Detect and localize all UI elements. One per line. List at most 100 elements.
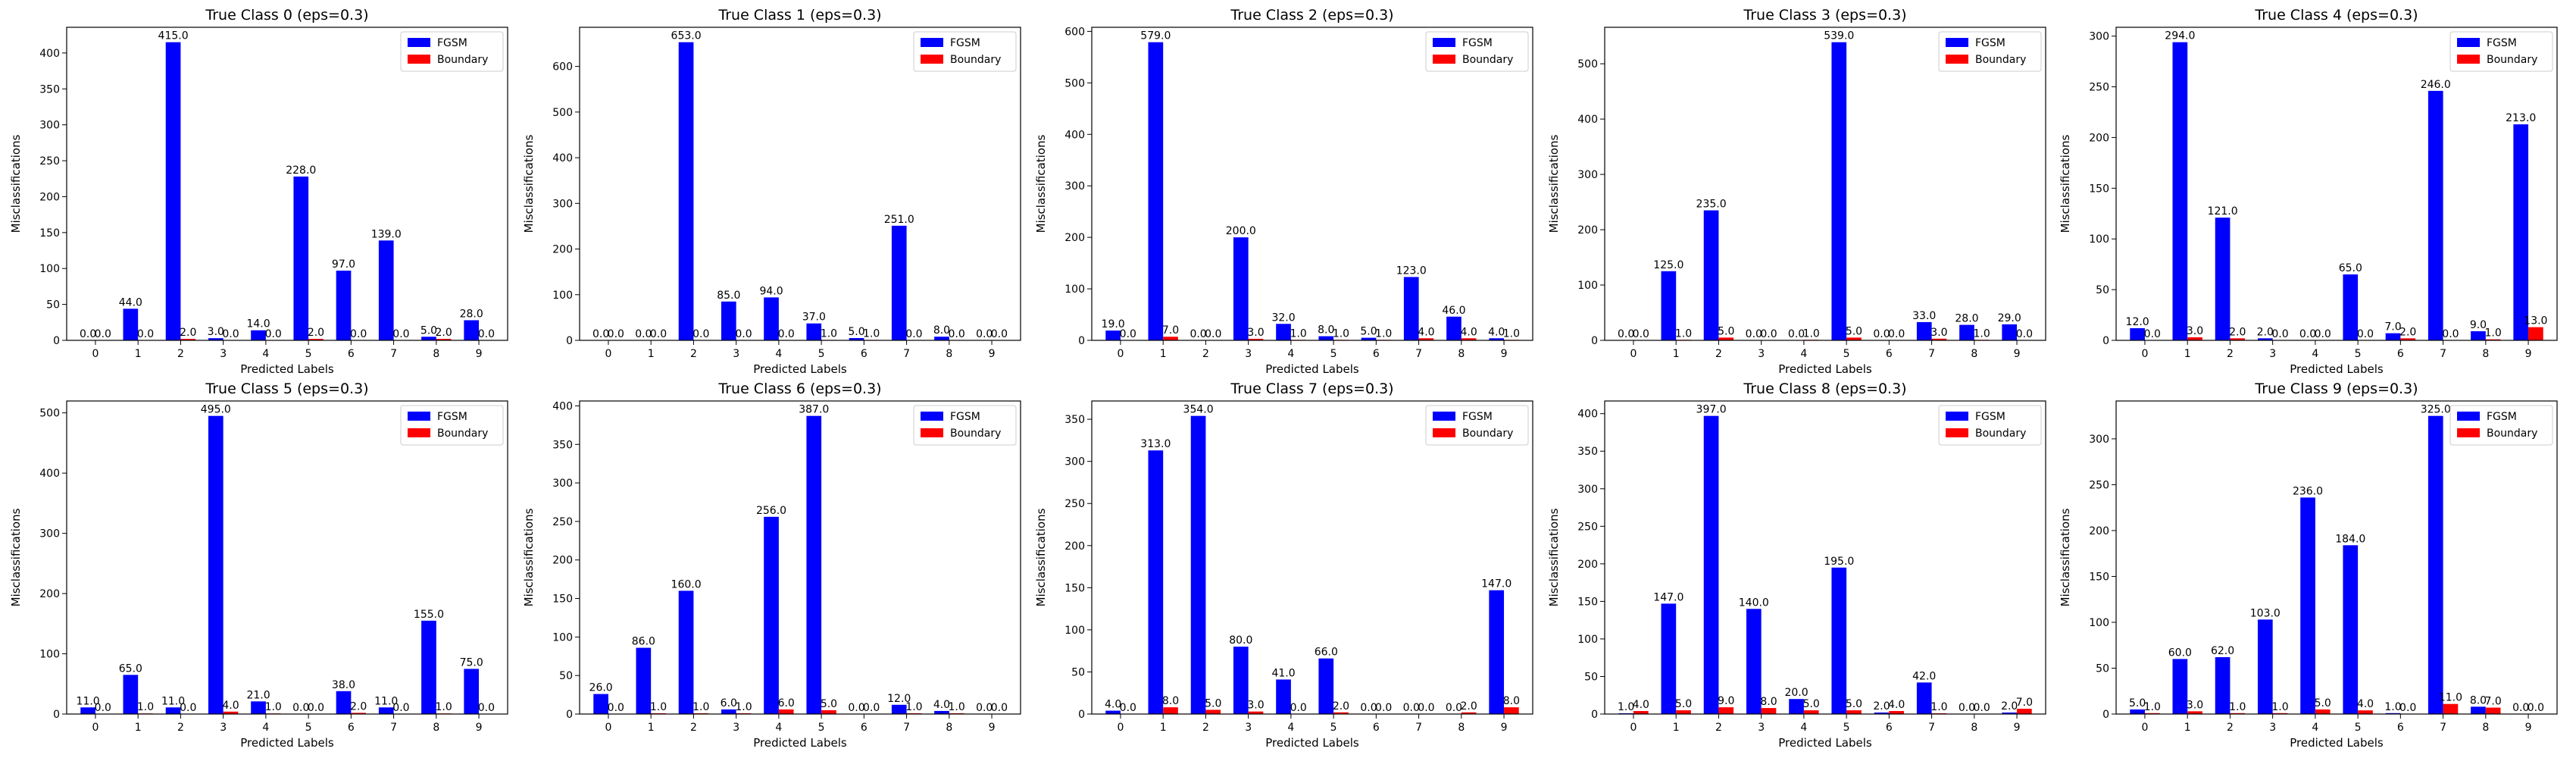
- y-tick-label: 500: [1064, 77, 1085, 89]
- value-label-fgsm-9: 147.0: [1481, 578, 1512, 590]
- value-label-boundary-5: 5.0: [821, 698, 837, 710]
- bar-fgsm-7: [891, 225, 907, 340]
- value-label-fgsm-1: 147.0: [1653, 591, 1683, 603]
- plot-area: [1605, 401, 2046, 714]
- value-label-fgsm-7: 251.0: [884, 214, 914, 226]
- value-label-boundary-1: 7.0: [1162, 324, 1179, 337]
- x-tick-label: 5: [2355, 348, 2362, 360]
- axes-frame: [66, 400, 508, 715]
- value-label-fgsm-9: 0.0: [976, 328, 993, 340]
- bar-boundary-7: [1418, 338, 1434, 340]
- y-tick-label: 400: [1577, 409, 1598, 421]
- value-label-boundary-7: 3.0: [1930, 327, 1947, 339]
- bar-boundary-0: [1633, 711, 1649, 714]
- value-label-boundary-5: 5.0: [1846, 325, 1862, 337]
- x-tick-label: 4: [2312, 722, 2318, 734]
- y-tick-label: 400: [1064, 129, 1085, 141]
- value-label-boundary-4: 5.0: [2315, 697, 2331, 709]
- value-label-fgsm-1: 579.0: [1140, 30, 1171, 42]
- bar-fgsm-0: [80, 707, 95, 714]
- value-label-boundary-5: 4.0: [2357, 698, 2374, 710]
- x-tick-label: 0: [605, 722, 611, 734]
- value-label-fgsm-6: 0.0: [1873, 328, 1890, 340]
- x-tick-label: 0: [2141, 348, 2148, 360]
- value-label-fgsm-5: 65.0: [2339, 262, 2362, 274]
- x-tick-label: 0: [1630, 348, 1637, 360]
- bar-boundary-3: [1761, 708, 1777, 714]
- value-label-boundary-8: 1.0: [2485, 327, 2502, 340]
- value-label-boundary-2: 1.0: [692, 701, 709, 713]
- bar-fgsm-8: [421, 620, 436, 714]
- legend-label-boundary: Boundary: [1462, 428, 1513, 440]
- x-tick-label: 8: [433, 348, 439, 360]
- value-label-fgsm-3: 85.0: [717, 290, 740, 302]
- value-label-fgsm-0: 26.0: [589, 682, 613, 694]
- value-label-fgsm-9: 75.0: [460, 656, 483, 669]
- value-label-fgsm-5: 66.0: [1315, 647, 1338, 659]
- y-tick-label: 400: [39, 48, 60, 60]
- axes-frame: [1604, 400, 2046, 715]
- bar-fgsm-9: [2002, 713, 2018, 714]
- x-tick-label: 0: [1630, 722, 1637, 734]
- value-label-boundary-2: 0.0: [692, 328, 709, 340]
- axes-frame: [1091, 27, 1533, 341]
- value-label-boundary-4: 6.0: [778, 697, 795, 709]
- y-tick-label: 0: [1078, 335, 1085, 347]
- bar-fgsm-4: [1789, 699, 1804, 714]
- bar-fgsm-1: [1148, 42, 1164, 341]
- bar-fgsm-0: [1105, 710, 1121, 714]
- bar-boundary-1: [1676, 710, 1691, 714]
- x-axis-label: Predicted Labels: [2290, 736, 2384, 750]
- bar-fgsm-9: [1489, 338, 1505, 340]
- bar-fgsm-7: [2428, 90, 2443, 340]
- legend-swatch-fgsm: [921, 38, 943, 47]
- value-label-boundary-0: 0.0: [608, 328, 624, 340]
- x-tick-label: 1: [1160, 722, 1167, 734]
- y-tick-label: 200: [39, 588, 60, 600]
- bar-fgsm-7: [1403, 277, 1419, 340]
- value-label-fgsm-2: 653.0: [671, 30, 702, 42]
- bar-fgsm-3: [208, 338, 224, 340]
- value-label-fgsm-1: 86.0: [632, 636, 655, 648]
- value-label-fgsm-9: 29.0: [1998, 312, 2021, 324]
- bar-boundary-4: [778, 709, 794, 714]
- value-label-fgsm-6: 7.0: [2384, 321, 2401, 334]
- bar-fgsm-7: [378, 240, 394, 340]
- y-axis-label: Misclassifications: [9, 508, 23, 606]
- x-axis-label: Predicted Labels: [1778, 736, 1872, 750]
- value-label-boundary-0: 1.0: [2144, 701, 2161, 713]
- bar-fgsm-1: [1661, 603, 1677, 714]
- bar-boundary-1: [2187, 337, 2202, 340]
- x-tick-label: 4: [262, 348, 269, 360]
- value-label-fgsm-3: 103.0: [2250, 607, 2281, 619]
- value-label-boundary-4: 0.0: [778, 328, 795, 340]
- y-tick-label: 250: [39, 155, 60, 168]
- value-label-fgsm-8: 5.0: [420, 324, 437, 337]
- x-tick-label: 7: [2440, 348, 2446, 360]
- x-tick-label: 8: [433, 722, 439, 734]
- bar-fgsm-0: [2130, 709, 2145, 714]
- x-tick-label: 3: [1758, 348, 1765, 360]
- x-tick-label: 4: [775, 348, 782, 360]
- plot-area: [67, 27, 508, 340]
- value-label-boundary-2: 1.0: [2229, 701, 2246, 713]
- value-label-boundary-6: 0.0: [1375, 702, 1392, 714]
- legend-label-boundary: Boundary: [437, 428, 488, 440]
- x-tick-label: 9: [989, 348, 996, 360]
- legend: FGSM Boundary: [913, 405, 1017, 446]
- y-tick-label: 300: [2089, 31, 2109, 43]
- x-tick-label: 8: [1971, 722, 1977, 734]
- bar-fgsm-2: [2215, 218, 2231, 340]
- value-label-fgsm-4: 20.0: [1784, 687, 1808, 699]
- y-tick-label: 300: [1577, 484, 1598, 496]
- bar-fgsm-2: [2215, 656, 2231, 714]
- bar-fgsm-4: [1276, 679, 1291, 714]
- value-label-boundary-9: 8.0: [1503, 695, 1520, 707]
- bar-fgsm-2: [1703, 210, 1719, 340]
- y-axis-label: Misclassifications: [1034, 134, 1048, 233]
- y-tick-label: 350: [552, 439, 573, 451]
- axes-frame: [2115, 400, 2558, 715]
- y-tick-label: 400: [39, 468, 60, 480]
- legend-label-boundary: Boundary: [437, 54, 488, 66]
- value-label-boundary-2: 0.0: [180, 702, 196, 714]
